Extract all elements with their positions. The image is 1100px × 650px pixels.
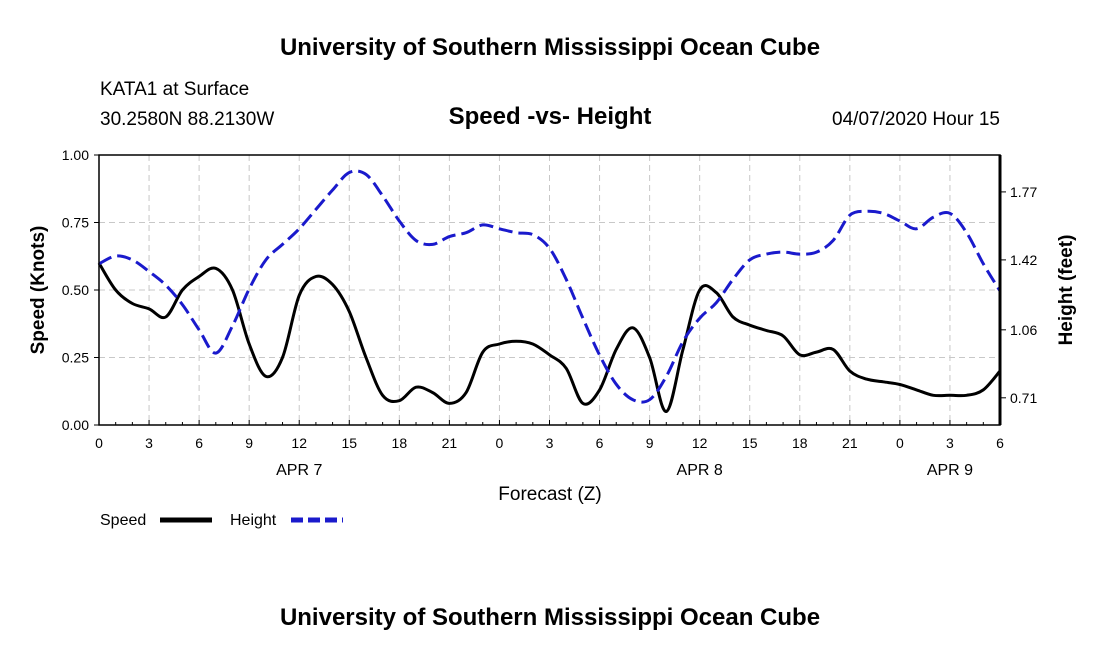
y-tick-label: 0.75 xyxy=(62,215,89,231)
x-tick-label: 3 xyxy=(546,435,554,451)
legend: Speed Height xyxy=(100,512,343,529)
x-tick-label: 6 xyxy=(596,435,604,451)
x-axis-title: Forecast (Z) xyxy=(498,484,601,505)
footer-title: University of Southern Mississippi Ocean… xyxy=(280,604,820,631)
page-title: University of Southern Mississippi Ocean… xyxy=(280,34,820,61)
x-tick-label: 3 xyxy=(145,435,153,451)
x-tick-label: 18 xyxy=(392,435,408,451)
date-axis-label: APR 7 xyxy=(276,462,322,479)
y2-axis-title: Height (feet) xyxy=(1056,235,1077,346)
axes: 0 3 6 9 12 15 18 21 0 3 6 9 12 15 18 21 0 3 6 APR 7 APR 8 APR… xyxy=(62,147,1038,479)
x-tick-label: 21 xyxy=(442,435,458,451)
x-tick-label: 0 xyxy=(896,435,904,451)
date-label: 04/07/2020 Hour 15 xyxy=(832,109,1000,130)
x-tick-label: 12 xyxy=(692,435,708,451)
chart-title: Speed -vs- Height xyxy=(449,103,652,130)
x-tick-label: 9 xyxy=(646,435,654,451)
x-tick-label: 9 xyxy=(245,435,253,451)
coordinates-label: 30.2580N 88.2130W xyxy=(100,109,274,130)
y-tick-label: 0.00 xyxy=(62,417,89,433)
y2-tick-label: 1.42 xyxy=(1010,252,1037,268)
x-tick-label: 6 xyxy=(996,435,1004,451)
station-label: KATA1 at Surface xyxy=(100,79,249,100)
series-layer xyxy=(97,169,1002,414)
x-tick-label: 15 xyxy=(341,435,357,451)
y2-tick-label: 1.06 xyxy=(1010,322,1037,338)
speed-series-line xyxy=(97,262,1002,414)
legend-height-label: Height xyxy=(230,512,277,529)
grid xyxy=(99,155,1000,425)
y-tick-label: 1.00 xyxy=(62,147,89,163)
y2-tick-label: 0.71 xyxy=(1010,390,1037,406)
date-axis-label: APR 9 xyxy=(927,462,973,479)
x-tick-label: 3 xyxy=(946,435,954,451)
y-tick-label: 0.25 xyxy=(62,350,89,366)
x-tick-label: 15 xyxy=(742,435,758,451)
y-axis-title: Speed (Knots) xyxy=(28,226,49,355)
x-tick-label: 12 xyxy=(291,435,307,451)
date-axis-label: APR 8 xyxy=(677,462,723,479)
x-tick-label: 0 xyxy=(95,435,103,451)
y2-tick-label: 1.77 xyxy=(1010,184,1037,200)
legend-speed-label: Speed xyxy=(100,512,146,529)
x-tick-label: 18 xyxy=(792,435,808,451)
y-tick-label: 0.50 xyxy=(62,282,89,298)
height-series-line xyxy=(98,169,1002,404)
x-tick-label: 0 xyxy=(496,435,504,451)
x-tick-label: 6 xyxy=(195,435,203,451)
x-tick-label: 21 xyxy=(842,435,858,451)
